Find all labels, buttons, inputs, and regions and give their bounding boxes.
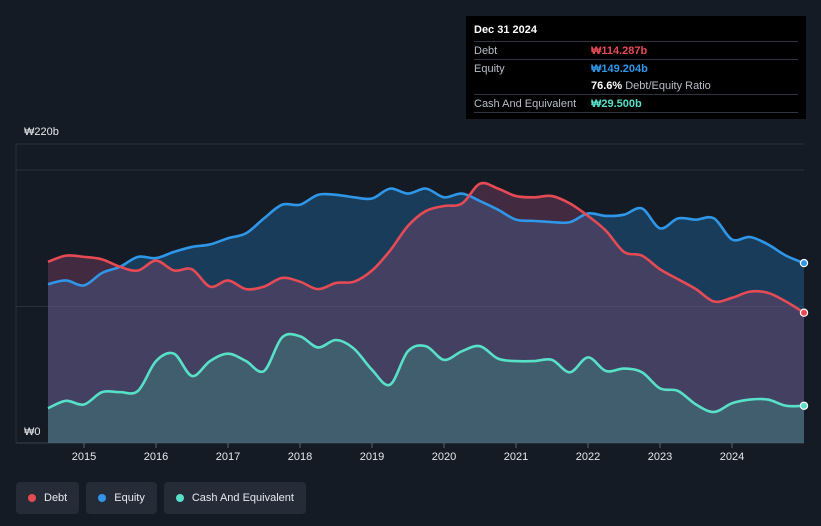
x-tick-label: 2017 <box>216 451 240 463</box>
y-axis-max-label: ₩220b <box>24 126 59 138</box>
x-axis: 2015 2016 2017 2018 2019 2020 2021 2022 2023 2024 <box>72 443 744 463</box>
tooltip-equity-label: Equity <box>474 62 505 75</box>
legend-debt-label: Debt <box>44 492 68 504</box>
debt-line <box>47 181 805 314</box>
cash-dot-icon <box>175 494 184 502</box>
equity-dot-icon <box>98 494 107 502</box>
x-tick-label: 2024 <box>720 451 744 463</box>
equity-end-marker <box>799 258 809 268</box>
x-tick-label: 2015 <box>72 451 96 463</box>
cash-area <box>48 334 804 443</box>
x-tick-label: 2023 <box>648 451 672 463</box>
x-tick-label: 2020 <box>432 451 456 463</box>
tooltip-cash-value: ₩29.500b <box>591 97 642 110</box>
x-tick-label: 2022 <box>576 451 600 463</box>
tooltip-ratio-row: 76.6% Debt/Equity Ratio <box>474 77 798 94</box>
tooltip-cash-label: Cash And Equivalent <box>474 97 577 110</box>
tooltip-ratio-label: Debt/Equity Ratio <box>625 79 711 92</box>
tooltip-cash-row: Cash And Equivalent ₩29.500b <box>474 94 798 113</box>
tooltip-debt-label: Debt <box>474 44 498 57</box>
tooltip-equity-value: ₩149.204b <box>591 62 648 75</box>
cash-line <box>47 332 805 414</box>
equity-line <box>47 187 805 287</box>
legend-item-debt[interactable]: Debt <box>16 482 80 514</box>
x-tick-label: 2016 <box>144 451 168 463</box>
y-axis-zero-label: ₩0 <box>24 426 41 438</box>
cash-end-marker <box>799 401 809 410</box>
legend-equity-label: Equity <box>114 492 145 504</box>
tooltip-date: Dec 31 2024 <box>474 24 537 36</box>
x-tick-label: 2019 <box>360 451 384 463</box>
legend-cash-label: Cash And Equivalent <box>191 492 294 504</box>
debt-dot-icon <box>28 494 36 502</box>
end-markers <box>799 258 809 410</box>
legend-item-cash[interactable]: Cash And Equivalent <box>163 482 306 514</box>
x-tick-label: 2018 <box>288 451 312 463</box>
data-tooltip: Dec 31 2024 Debt ₩114.287b Equity ₩149.2… <box>466 16 806 119</box>
x-tick-label: 2021 <box>504 451 528 463</box>
tooltip-debt-value: ₩114.287b <box>591 44 648 57</box>
legend-item-equity[interactable]: Equity <box>86 482 157 514</box>
debt-end-marker <box>799 308 809 317</box>
equity-area <box>48 188 804 443</box>
tooltip-ratio-value: 76.6% <box>591 79 623 92</box>
chart-lines <box>47 181 805 414</box>
tooltip-equity-row: Equity ₩149.204b <box>474 59 798 77</box>
grid-lines <box>15 143 804 444</box>
chart-areas <box>48 183 804 443</box>
tooltip-debt-row: Debt ₩114.287b <box>474 41 798 59</box>
chart-legend: Debt Equity Cash And Equivalent <box>16 482 306 514</box>
debt-area <box>48 183 804 443</box>
